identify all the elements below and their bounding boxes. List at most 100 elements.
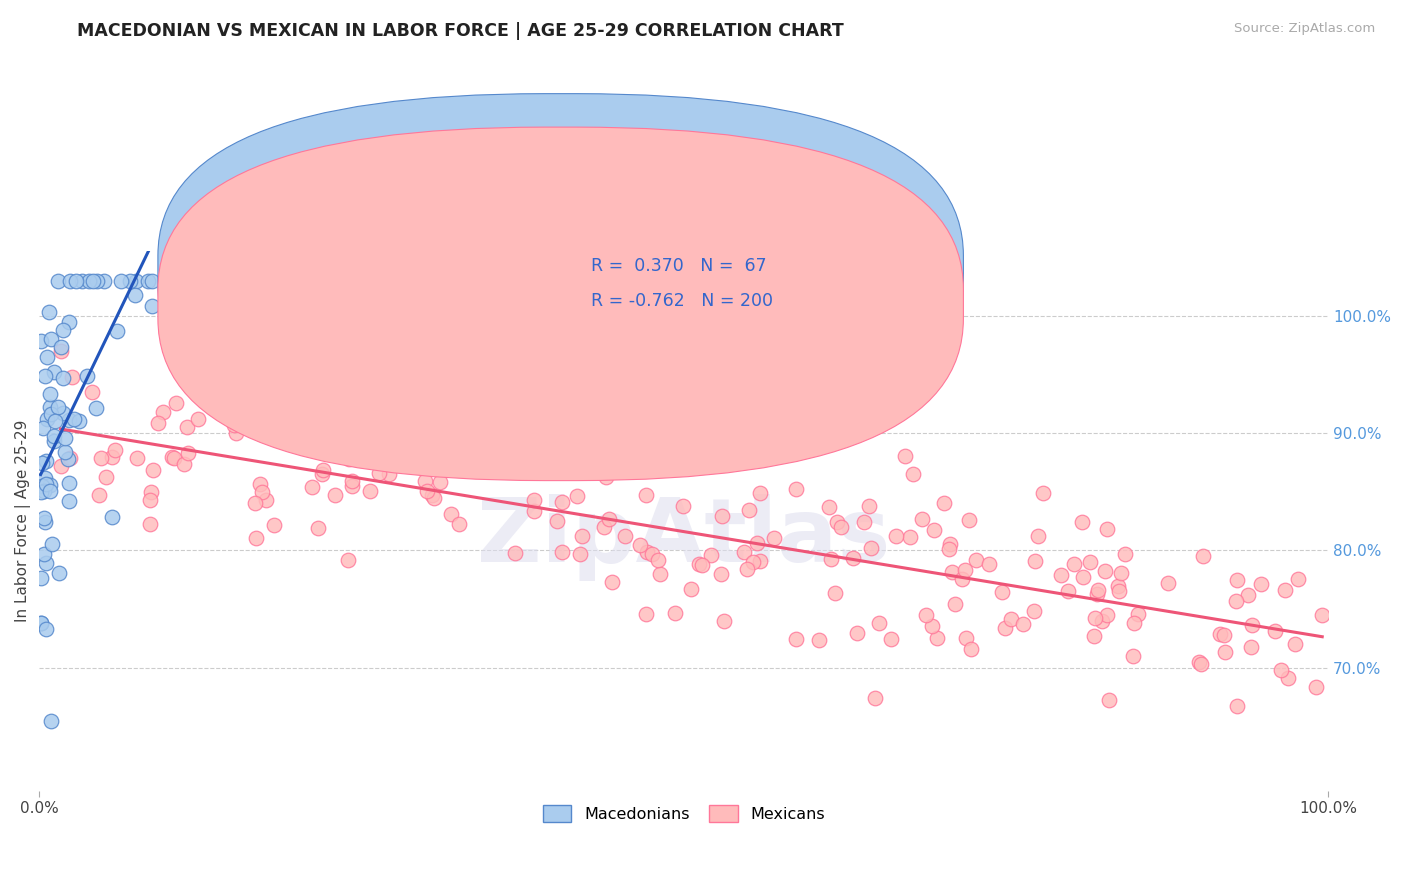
Point xyxy=(238,397,260,411)
Point xyxy=(901,467,924,481)
Point xyxy=(82,274,104,288)
Point xyxy=(1098,693,1121,707)
Point xyxy=(101,450,124,465)
Point xyxy=(32,511,55,525)
Point xyxy=(785,632,807,646)
Point xyxy=(464,409,486,424)
Point xyxy=(1056,583,1078,598)
Point xyxy=(1024,604,1046,618)
Point xyxy=(90,450,112,465)
Point xyxy=(943,597,966,611)
Point xyxy=(110,274,132,288)
Point xyxy=(1188,655,1211,669)
Point xyxy=(571,529,593,543)
Point xyxy=(235,400,257,414)
Point xyxy=(700,412,723,426)
Point xyxy=(842,550,865,565)
Point xyxy=(35,622,58,636)
Point xyxy=(32,484,55,499)
Point xyxy=(165,395,187,409)
Point xyxy=(51,340,73,354)
Point xyxy=(63,412,86,426)
Legend: Macedonians, Mexicans: Macedonians, Mexicans xyxy=(536,798,831,829)
Point xyxy=(307,520,329,534)
Point xyxy=(1250,577,1272,591)
Point xyxy=(1226,699,1249,714)
Point xyxy=(160,450,183,465)
Point xyxy=(30,334,52,348)
Point xyxy=(46,274,69,288)
Point xyxy=(350,417,373,431)
Point xyxy=(817,500,839,514)
Point xyxy=(39,478,62,492)
Point xyxy=(177,446,200,460)
Point xyxy=(449,517,471,532)
Point xyxy=(48,566,70,581)
Point xyxy=(58,451,80,466)
Point xyxy=(325,443,347,458)
Point xyxy=(859,541,882,555)
Point xyxy=(600,574,623,589)
Point xyxy=(742,555,765,569)
Point xyxy=(59,274,82,288)
Point xyxy=(176,420,198,434)
Point xyxy=(915,607,938,622)
Point xyxy=(1284,637,1306,651)
Point xyxy=(58,412,80,426)
Point xyxy=(820,552,842,566)
Point xyxy=(422,491,444,506)
Point xyxy=(42,434,65,449)
Point xyxy=(830,520,852,534)
Point xyxy=(647,553,669,567)
Point xyxy=(1226,573,1249,587)
FancyBboxPatch shape xyxy=(157,94,963,447)
Point xyxy=(420,488,443,502)
Point xyxy=(979,557,1001,571)
Point xyxy=(824,586,846,600)
Point xyxy=(250,484,273,499)
Point xyxy=(368,466,391,480)
Point xyxy=(49,343,72,358)
Point xyxy=(991,585,1014,599)
Point xyxy=(1087,583,1109,598)
Point xyxy=(1236,588,1258,602)
Point xyxy=(41,714,63,729)
Point xyxy=(503,546,526,560)
Point xyxy=(710,567,733,582)
Point xyxy=(825,516,848,530)
Point xyxy=(922,524,945,538)
Point xyxy=(35,412,58,426)
Point xyxy=(65,274,87,288)
Point xyxy=(60,370,83,384)
Point xyxy=(853,515,876,529)
Point xyxy=(94,470,117,484)
Point xyxy=(614,529,637,543)
Point xyxy=(1012,616,1035,631)
Point xyxy=(846,625,869,640)
Point xyxy=(58,315,80,329)
Point xyxy=(82,385,104,400)
Point xyxy=(125,450,148,465)
Point xyxy=(710,508,733,523)
Point xyxy=(254,492,277,507)
Point xyxy=(163,451,186,466)
Point xyxy=(30,615,52,630)
Point xyxy=(1107,579,1129,593)
Point xyxy=(1263,624,1285,639)
Point xyxy=(211,368,233,383)
Point xyxy=(762,531,785,545)
Point xyxy=(941,566,963,580)
Point xyxy=(225,426,247,441)
Point xyxy=(494,458,516,472)
Point xyxy=(1213,628,1236,642)
Point xyxy=(35,556,58,570)
Point xyxy=(31,420,53,434)
Point xyxy=(523,493,546,508)
Point xyxy=(53,431,76,445)
Point xyxy=(738,502,761,516)
Point xyxy=(93,274,115,288)
Point xyxy=(336,553,359,567)
Point xyxy=(692,558,714,573)
Point xyxy=(634,488,657,502)
Point xyxy=(342,475,364,489)
